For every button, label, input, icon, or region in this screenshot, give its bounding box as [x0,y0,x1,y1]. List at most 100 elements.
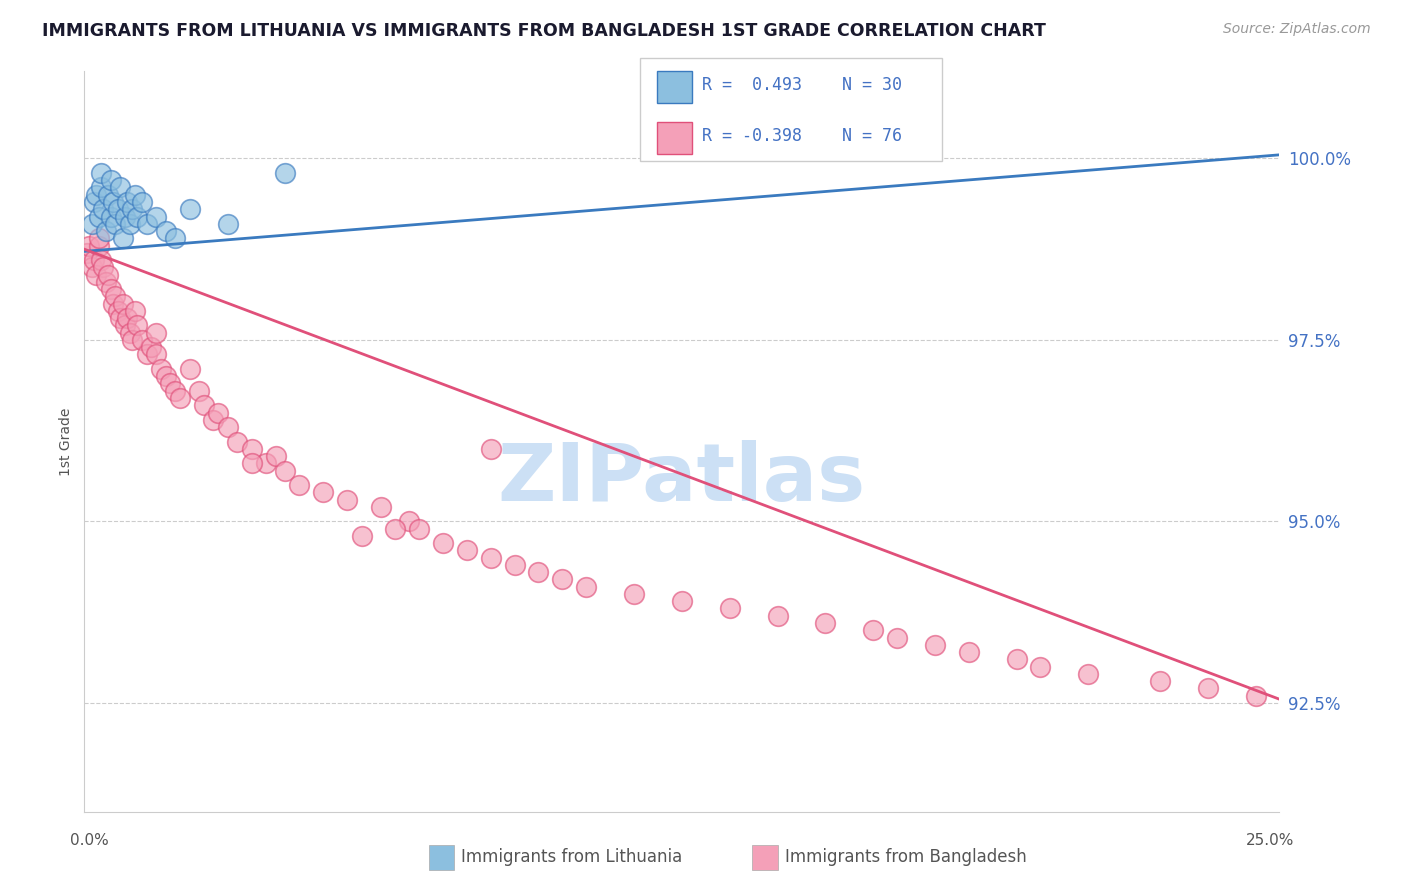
Point [193,398,215,412]
Point [124,304,146,318]
Point [80,217,103,231]
Text: IMMIGRANTS FROM LITHUANIA VS IMMIGRANTS FROM BANGLADESH 1ST GRADE CORRELATION CH: IMMIGRANTS FROM LITHUANIA VS IMMIGRANTS … [42,22,1046,40]
Point [1244,689,1267,703]
Point [886,631,908,645]
Point [83,194,105,209]
Point [188,384,211,398]
Point [111,296,134,310]
Point [87,238,110,252]
Point [94,275,117,289]
Point [87,231,110,245]
Point [479,442,502,456]
Point [90,180,112,194]
Text: 0.0%: 0.0% [70,833,108,848]
Point [924,638,946,652]
Y-axis label: 1st Grade: 1st Grade [59,408,73,475]
Point [217,217,239,231]
Point [121,333,143,347]
Point [135,217,157,231]
Point [125,318,148,333]
Point [398,515,420,529]
Point [350,529,373,543]
Point [100,210,122,224]
Point [93,202,115,217]
Point [575,580,598,594]
Text: R =  0.493    N = 30: R = 0.493 N = 30 [702,76,901,94]
Point [121,202,143,217]
Point [312,485,335,500]
Point [104,289,127,303]
Point [110,180,132,194]
Point [135,347,157,361]
Point [93,260,115,275]
Point [165,231,187,245]
Point [97,187,120,202]
Point [117,311,139,326]
Point [179,362,201,376]
Point [101,194,124,209]
Point [159,376,181,391]
Point [623,587,645,601]
Point [408,522,430,536]
Point [80,260,103,275]
Point [94,224,117,238]
Point [100,173,122,187]
Point [118,326,141,340]
Point [671,594,693,608]
Point [1005,652,1028,666]
Point [86,268,108,282]
Point [124,187,146,202]
Point [131,194,153,209]
Point [264,449,287,463]
Point [336,492,359,507]
Point [165,384,187,398]
Point [149,362,172,376]
Point [1029,659,1052,673]
Text: R = -0.398    N = 76: R = -0.398 N = 76 [702,128,901,145]
Point [202,413,225,427]
Point [766,608,789,623]
Point [145,347,167,361]
Point [90,166,112,180]
Point [370,500,392,514]
Point [145,326,167,340]
Point [384,522,406,536]
Point [141,340,163,354]
Point [131,333,153,347]
Point [503,558,526,572]
Point [1197,681,1219,696]
Point [125,210,148,224]
Point [118,217,141,231]
Point [110,311,132,326]
Point [76,245,98,260]
Point [274,166,297,180]
Point [207,405,229,419]
Point [114,210,136,224]
Point [240,442,263,456]
Point [86,187,108,202]
Point [479,550,502,565]
Point [117,194,139,209]
Point [432,536,454,550]
Text: Immigrants from Bangladesh: Immigrants from Bangladesh [785,848,1026,866]
Point [90,253,112,268]
Point [1149,674,1171,689]
Point [862,624,884,638]
Point [240,456,263,470]
Point [101,296,124,310]
Point [169,391,191,405]
Text: 25.0%: 25.0% [1246,833,1294,848]
Point [111,231,134,245]
Text: ZIPatlas: ZIPatlas [498,440,866,517]
Point [957,645,980,659]
Text: Source: ZipAtlas.com: Source: ZipAtlas.com [1223,22,1371,37]
Point [107,304,129,318]
Point [107,202,129,217]
Point [114,318,136,333]
Point [274,464,297,478]
Point [254,456,277,470]
Point [145,210,167,224]
Point [97,268,120,282]
Point [77,238,100,252]
Point [100,282,122,296]
